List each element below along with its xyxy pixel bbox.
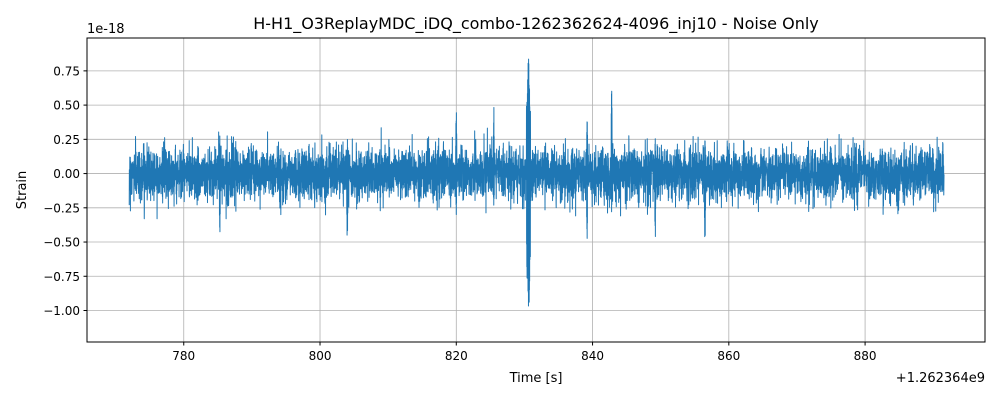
y-tick-label: 0.25 [53,133,80,147]
y-tick-label: 0.50 [53,99,80,113]
y-tick-label: −0.75 [43,270,80,284]
y-tick-label: −0.50 [43,236,80,250]
y-tick-label: 0.75 [53,64,80,78]
x-tick-label: 860 [717,349,740,363]
chart-title: H-H1_O3ReplayMDC_iDQ_combo-1262362624-40… [253,14,819,34]
y-axis-label: Strain [15,171,30,210]
y-tick-label: 0.00 [53,167,80,181]
x-axis-label: Time [s] [509,371,563,386]
y-tick-label: −0.25 [43,201,80,215]
y-tick-label: −1.00 [43,304,80,318]
strain-series-line [128,58,945,307]
x-tick-label: 800 [309,349,332,363]
x-tick-label: 820 [445,349,468,363]
x-tick-label: 840 [581,349,604,363]
x-tick-label: 780 [172,349,195,363]
axes-frame [86,37,986,343]
y-scale-label: 1e-18 [87,22,125,37]
x-tick-label: 880 [854,349,877,363]
x-offset-label: +1.262364e9 [896,371,985,386]
